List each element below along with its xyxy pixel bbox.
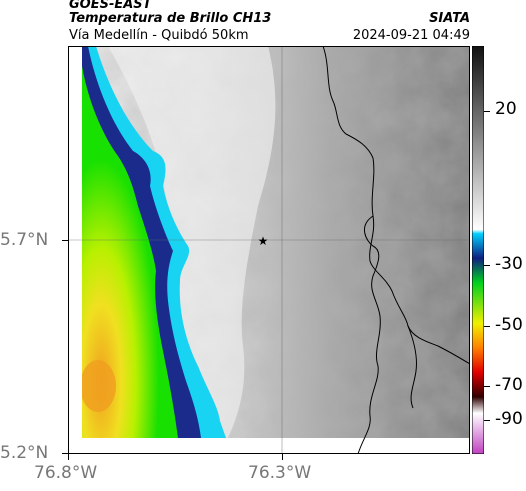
timestamp-label: 2024-09-21 04:49 xyxy=(352,28,470,43)
no-data-left xyxy=(68,46,82,454)
border-line xyxy=(322,46,470,365)
colorbar-label: -70 xyxy=(495,375,523,395)
star-icon: ★ xyxy=(258,234,269,248)
cloud-band xyxy=(108,46,276,438)
border-line xyxy=(357,215,381,454)
lat-tick xyxy=(62,240,68,241)
no-data-strip xyxy=(68,438,470,454)
map-canvas[interactable]: ★ xyxy=(68,46,470,454)
warm-region xyxy=(82,66,178,438)
product-title: Temperatura de Brillo CH13 xyxy=(69,11,272,26)
colorbar-tick xyxy=(484,111,490,112)
colorbar-fill xyxy=(472,46,484,454)
lon-tick xyxy=(68,454,69,460)
colorbar-tick xyxy=(484,265,490,266)
map-frame xyxy=(68,46,470,454)
lon-tick xyxy=(282,454,283,460)
satellite-title: GOES-EAST xyxy=(69,0,152,12)
colorbar-tick xyxy=(484,326,490,327)
colorbar-scale xyxy=(472,46,484,454)
route-subtitle: Vía Medellín - Quibdó 50km xyxy=(69,28,249,43)
lat-tick xyxy=(62,453,68,454)
satellite-map[interactable]: ★ xyxy=(68,46,470,454)
border-line xyxy=(407,325,417,409)
colorbar-label: -50 xyxy=(495,315,523,335)
lon-label: 76.3°W xyxy=(248,463,312,483)
colorbar-tick xyxy=(484,386,490,387)
title-block: GOES-EAST Temperatura de Brillo CH13 Vía… xyxy=(0,0,526,46)
organization-label: SIATA xyxy=(429,11,470,26)
colorbar xyxy=(472,46,484,454)
colorbar-label: 20 xyxy=(495,99,517,119)
colorbar-label: -90 xyxy=(495,409,523,429)
warm-spot xyxy=(80,360,116,412)
colorbar-tick xyxy=(484,420,490,421)
lat-label: 5.7°N xyxy=(0,230,49,250)
colorbar-label: -30 xyxy=(495,254,523,274)
lon-label: 76.8°W xyxy=(34,463,98,483)
lat-label: 5.2°N xyxy=(0,443,49,463)
